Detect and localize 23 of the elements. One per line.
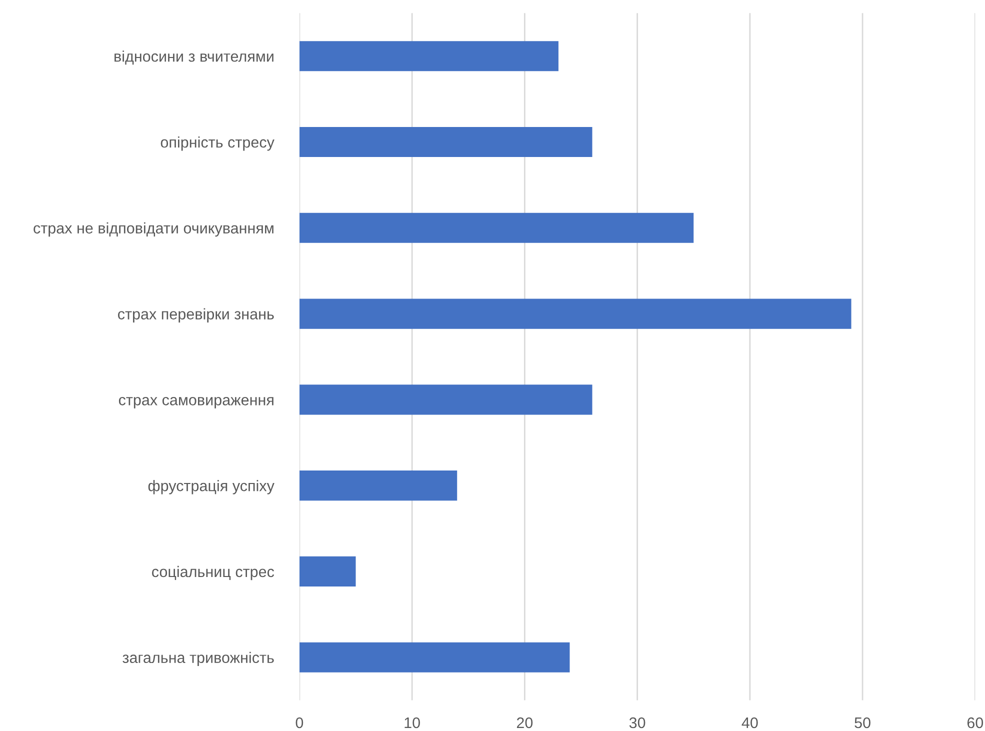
y-tick-label: відносини з вчителями [114,50,274,65]
bar [299,642,570,672]
y-tick-label: опірність стресу [160,136,274,151]
x-tick-label: 60 [967,717,984,728]
bar [299,212,694,243]
bar [299,41,558,72]
bar [299,556,356,586]
x-tick-label: 20 [516,717,533,728]
x-tick-label: 30 [629,717,646,728]
y-tick-label: соціальниц стрес [152,566,274,580]
y-tick-label: страх перевірки знань [118,308,274,322]
y-tick-label: страх самовираження [118,396,274,408]
bar [299,470,458,501]
x-tick-label: 0 [296,717,304,728]
y-tick-label: фрустрація успіху [148,480,274,494]
x-tick-label: 50 [854,717,870,728]
bar [299,126,592,158]
bar [299,384,592,415]
y-tick-label: загальна тривожність [122,652,274,666]
y-tick-label: страх не відповідати очикуванням [34,222,274,237]
x-tick-label: 10 [404,717,420,728]
x-tick-label: 40 [742,717,758,728]
bar [299,298,852,329]
